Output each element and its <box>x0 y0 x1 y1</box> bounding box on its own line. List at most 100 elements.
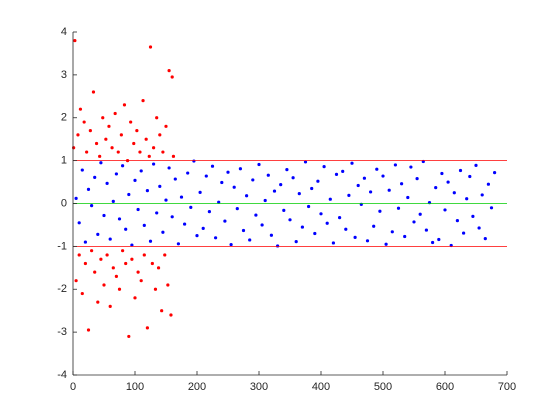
point <box>493 171 497 175</box>
y-tick-label: -4 <box>57 369 67 381</box>
point <box>471 214 475 218</box>
point <box>412 220 416 224</box>
point <box>468 174 472 179</box>
point <box>82 120 86 124</box>
point <box>372 224 376 228</box>
point <box>150 261 154 266</box>
point <box>101 116 105 120</box>
point <box>119 133 123 137</box>
point <box>452 191 456 195</box>
point <box>132 141 136 146</box>
point <box>73 38 77 43</box>
point <box>437 237 441 242</box>
point <box>108 237 112 241</box>
point <box>235 207 239 211</box>
x-tick-label: 0 <box>70 381 76 393</box>
point <box>85 150 89 154</box>
point <box>160 309 164 313</box>
point <box>238 167 242 171</box>
point <box>77 253 81 257</box>
point <box>133 178 137 182</box>
point <box>204 174 208 178</box>
y-tick-label: 2 <box>61 112 67 124</box>
point <box>74 196 78 200</box>
point <box>390 230 394 234</box>
point <box>170 75 174 79</box>
point <box>186 171 190 175</box>
point <box>229 243 233 247</box>
point <box>223 219 227 223</box>
x-tick-label: 200 <box>188 381 206 393</box>
point <box>142 223 146 227</box>
point <box>72 146 76 150</box>
point <box>400 182 404 186</box>
point <box>226 170 230 174</box>
point <box>148 239 153 243</box>
point <box>276 244 280 248</box>
y-tick-label: -3 <box>57 326 67 338</box>
point <box>282 208 286 212</box>
point <box>198 190 202 194</box>
point <box>307 204 311 209</box>
point <box>176 242 180 246</box>
point <box>232 185 236 189</box>
point <box>169 313 173 317</box>
point <box>98 154 102 158</box>
point <box>105 181 109 185</box>
point <box>88 129 92 133</box>
point <box>431 240 435 245</box>
point <box>90 204 94 208</box>
x-tick-label: 400 <box>312 381 330 393</box>
point <box>477 226 481 230</box>
y-tick-label: 1 <box>61 155 67 167</box>
point <box>322 165 326 169</box>
point <box>127 192 131 197</box>
point <box>347 193 351 197</box>
point <box>465 197 469 201</box>
point <box>316 179 320 183</box>
point <box>124 227 128 231</box>
point <box>108 304 112 308</box>
point <box>300 225 304 229</box>
point <box>338 216 342 220</box>
point <box>93 175 97 179</box>
point <box>133 296 137 300</box>
point <box>362 176 366 180</box>
point <box>147 154 151 158</box>
point <box>254 213 258 217</box>
point <box>319 212 323 216</box>
point <box>80 291 84 296</box>
point <box>356 183 360 188</box>
point <box>77 221 81 225</box>
point <box>161 150 165 154</box>
point <box>121 164 125 168</box>
point <box>163 253 167 257</box>
point <box>220 180 224 185</box>
point <box>272 189 277 193</box>
point <box>331 241 335 245</box>
point <box>96 232 100 236</box>
point <box>139 279 143 283</box>
point <box>96 300 100 304</box>
point <box>164 124 168 128</box>
point <box>248 238 252 242</box>
y-tick-label: -2 <box>57 283 67 295</box>
point <box>288 218 292 222</box>
point <box>127 334 131 339</box>
y-tick-label: 4 <box>61 26 67 38</box>
x-tick-label: 600 <box>436 381 454 393</box>
point <box>192 159 196 163</box>
point <box>99 161 103 165</box>
point <box>396 206 401 210</box>
point <box>155 211 159 215</box>
point <box>291 176 295 180</box>
point <box>375 167 379 171</box>
point <box>325 221 329 225</box>
point <box>121 249 125 253</box>
point <box>257 162 261 167</box>
point <box>489 206 494 210</box>
point <box>102 213 106 218</box>
point <box>434 186 438 190</box>
